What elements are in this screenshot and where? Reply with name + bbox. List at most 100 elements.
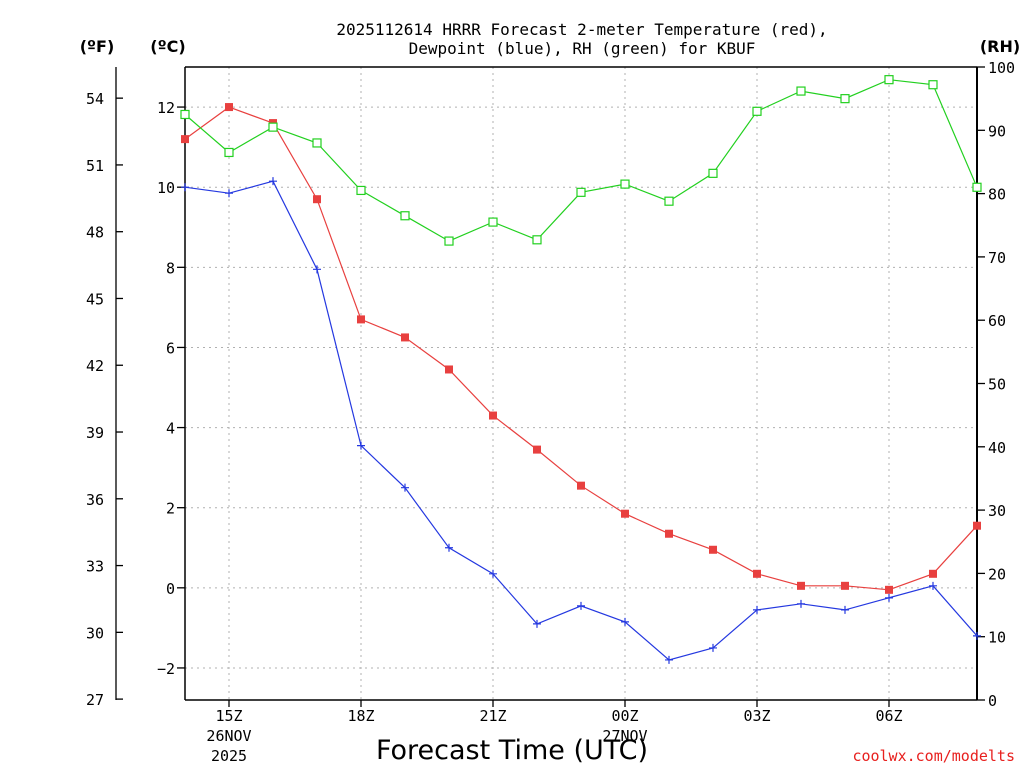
rh-point — [752, 106, 762, 116]
temperature-point — [973, 521, 981, 530]
dewpoint-point — [665, 655, 673, 664]
dewpoint-point — [797, 599, 805, 608]
rh-point — [444, 236, 454, 246]
temperature-point — [401, 333, 409, 342]
rh-point — [224, 147, 234, 158]
rh-tick-label: 80 — [988, 186, 1006, 204]
x-axis-title: Forecast Time (UTC) — [376, 735, 648, 766]
dewpoint-point — [973, 631, 981, 640]
dewpoint-point — [401, 483, 409, 492]
x-tick-label: 06Z — [875, 707, 902, 725]
series-line-rh — [184, 79, 978, 242]
temperature-point — [929, 569, 937, 578]
rh-unit-label: (RH) — [980, 37, 1020, 56]
dewpoint-point — [181, 183, 189, 192]
rh-tick-label: 50 — [988, 376, 1006, 394]
fahrenheit-tick-label: 39 — [86, 424, 104, 442]
rh-point — [972, 182, 982, 192]
fahrenheit-unit-label: (ºF) — [80, 37, 115, 56]
rh-point — [532, 235, 542, 245]
dewpoint-point — [753, 605, 761, 614]
fahrenheit-tick-label: 48 — [86, 224, 104, 242]
temperature-point — [489, 411, 497, 420]
rh-tick-label: 90 — [988, 122, 1006, 140]
dewpoint-point — [445, 543, 453, 552]
temperature-point — [753, 569, 761, 578]
temperature-point — [885, 585, 893, 594]
dewpoint-point — [841, 605, 849, 614]
fahrenheit-tick-label: 27 — [86, 691, 104, 709]
fahrenheit-tick-label: 30 — [86, 624, 104, 642]
dewpoint-point — [269, 177, 277, 186]
rh-point — [708, 168, 718, 178]
dewpoint-point — [225, 189, 233, 198]
celsius-tick-label: 12 — [157, 99, 175, 117]
dewpoint-point — [621, 617, 629, 626]
source-credit: coolwx.com/modelts — [852, 747, 1015, 765]
rh-tick-label: 40 — [988, 439, 1006, 457]
temperature-point — [445, 365, 453, 374]
temperature-point — [709, 545, 717, 554]
temperature-point — [621, 509, 629, 518]
dewpoint-point — [929, 581, 937, 590]
data-series — [180, 75, 982, 664]
rh-tick-label: 100 — [988, 59, 1015, 77]
rh-tick-label: 70 — [988, 249, 1006, 267]
rh-point — [312, 138, 322, 148]
dewpoint-point — [885, 593, 893, 602]
fahrenheit-tick-label: 42 — [86, 357, 104, 375]
temperature-point — [577, 481, 585, 490]
celsius-tick-label: 8 — [166, 259, 175, 277]
x-tick-label: 00Z — [611, 707, 638, 725]
rh-point — [884, 75, 894, 85]
rh-point — [356, 185, 366, 196]
temperature-point — [181, 135, 189, 144]
rh-tick-label: 60 — [988, 312, 1006, 330]
rh-point — [840, 94, 850, 104]
rh-point — [928, 80, 938, 90]
celsius-unit-label: (ºC) — [150, 37, 185, 56]
celsius-tick-label: 4 — [166, 420, 175, 438]
dewpoint-point — [709, 643, 717, 652]
x-tick-label: 03Z — [743, 707, 770, 725]
x-tick-date: 27NOV — [602, 727, 647, 745]
x-tick-label: 15Z — [215, 707, 242, 725]
dewpoint-point — [357, 441, 365, 450]
x-tick-year: 2025 — [211, 747, 247, 765]
temperature-point — [665, 529, 673, 538]
temperature-point — [533, 445, 541, 454]
rh-point — [620, 179, 630, 189]
rh-tick-label: 0 — [988, 692, 997, 710]
temperature-point — [797, 581, 805, 590]
x-tick-label: 18Z — [347, 707, 374, 725]
dewpoint-point — [577, 601, 585, 610]
rh-tick-label: 10 — [988, 629, 1006, 647]
fahrenheit-tick-label: 45 — [86, 290, 104, 308]
celsius-tick-label: 10 — [157, 179, 175, 197]
rh-point — [488, 217, 498, 227]
dewpoint-point — [313, 265, 321, 274]
temperature-point — [225, 103, 233, 112]
x-tick-date: 26NOV — [206, 727, 251, 745]
fahrenheit-tick-label: 33 — [86, 558, 104, 576]
series-line-temperature — [184, 106, 978, 591]
axes: −2 0 2 4 6 8 10 12 27 30 33 36 39 42 45 48 51 54 0 10 20 30 40… — [86, 59, 1015, 765]
rh-point — [180, 109, 190, 120]
rh-point — [268, 122, 278, 132]
chart-title-line1: 2025112614 HRRR Forecast 2-meter Tempera… — [336, 20, 827, 39]
rh-tick-label: 20 — [988, 565, 1006, 583]
rh-point — [576, 187, 586, 197]
celsius-tick-label: −2 — [157, 660, 175, 678]
rh-point — [796, 86, 806, 96]
temperature-point — [357, 315, 365, 324]
dewpoint-point — [489, 569, 497, 578]
temperature-point — [841, 581, 849, 590]
rh-point — [400, 211, 410, 221]
x-tick-label: 21Z — [479, 707, 506, 725]
celsius-tick-label: 2 — [166, 500, 175, 518]
dewpoint-point — [533, 619, 541, 628]
temperature-point — [313, 195, 321, 204]
celsius-tick-label: 0 — [166, 580, 175, 598]
fahrenheit-tick-label: 54 — [86, 90, 104, 108]
